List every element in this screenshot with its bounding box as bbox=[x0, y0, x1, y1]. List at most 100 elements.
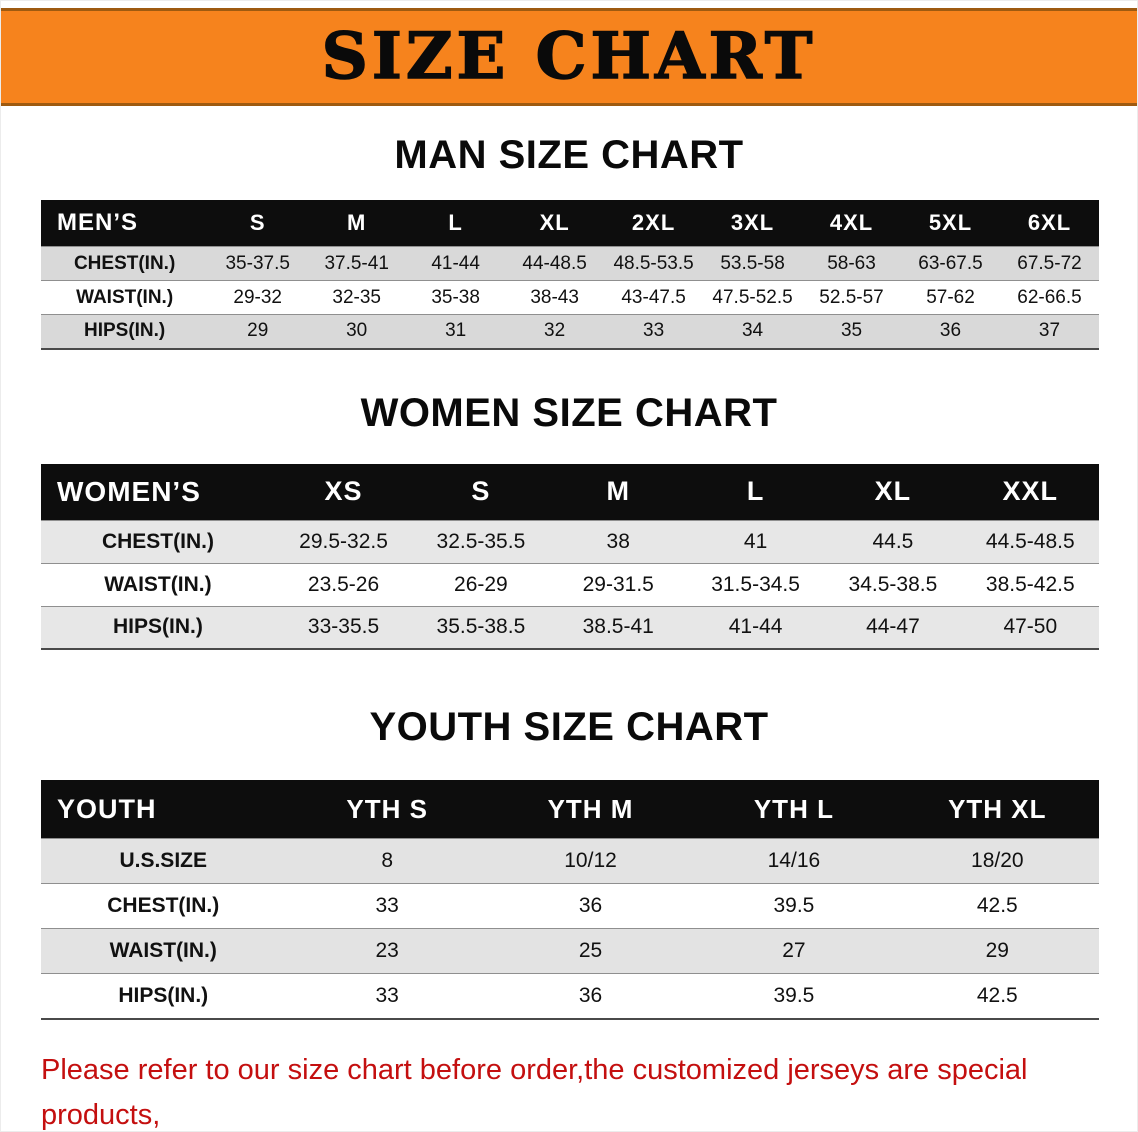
size-value-cell: 25 bbox=[578, 939, 603, 962]
size-column-header: 2XL bbox=[604, 200, 704, 247]
size-value-cell: 29 bbox=[985, 939, 1009, 962]
size-value-cell: 26-29 bbox=[454, 572, 508, 596]
table-row: CHEST(IN.) 33 36 39.5 42.5 bbox=[41, 883, 1099, 929]
size-value-cell: 35.5-38.5 bbox=[436, 615, 526, 639]
row-label: CHEST(IN.) bbox=[73, 252, 176, 274]
size-column-header: YTH XL bbox=[895, 780, 1099, 839]
size-value-cell: 31.5-34.5 bbox=[711, 572, 800, 596]
size-column-header: 5XL bbox=[901, 200, 1000, 247]
size-value-cell: 39.5 bbox=[773, 894, 815, 917]
table-row: HIPS(IN.) 29 30 31 32 33 34 35 36 37 bbox=[41, 314, 1099, 349]
size-value-cell: 33 bbox=[375, 894, 399, 917]
size-value-cell: 8 bbox=[381, 849, 393, 872]
size-column-header: XL bbox=[505, 200, 605, 247]
size-value-cell: 23.5-26 bbox=[307, 572, 380, 596]
size-column-header: L bbox=[406, 200, 506, 247]
table-row: U.S.SIZE 8 10/12 14/16 18/20 bbox=[41, 838, 1099, 884]
header-row: WOMEN’S XS S M L XL XXL bbox=[41, 463, 1099, 520]
size-value-cell: 42.5 bbox=[976, 894, 1018, 917]
size-value-cell: 31 bbox=[445, 320, 467, 342]
size-column-header: XXL bbox=[961, 463, 1099, 520]
size-value-cell: 10/12 bbox=[564, 849, 617, 872]
size-value-cell: 33 bbox=[643, 320, 665, 342]
size-value-cell: 41-44 bbox=[728, 615, 783, 639]
size-value-cell: 29-31.5 bbox=[582, 572, 654, 596]
size-value-cell: 35-37.5 bbox=[225, 252, 290, 274]
size-column-header: 4XL bbox=[802, 200, 902, 247]
size-value-cell: 62-66.5 bbox=[1017, 286, 1082, 308]
size-value-cell: 35 bbox=[840, 320, 863, 342]
size-value-cell: 43-47.5 bbox=[621, 286, 686, 308]
row-label: HIPS(IN.) bbox=[83, 320, 166, 342]
table-header: YOUTH YTH S YTH M YTH L YTH XL bbox=[41, 780, 1099, 839]
header-row: MEN’S S M L XL 2XL 3XL 4XL 5XL 6XL bbox=[41, 200, 1099, 247]
size-value-cell: 37 bbox=[1038, 320, 1061, 342]
size-value-cell: 29 bbox=[247, 320, 269, 342]
table-body: U.S.SIZE 8 10/12 14/16 18/20 CHEST(IN.) 33 36 39… bbox=[41, 838, 1099, 1019]
size-column-header: L bbox=[686, 463, 825, 520]
size-value-cell: 33-35.5 bbox=[307, 615, 380, 639]
table-header: MEN’S S M L XL 2XL 3XL 4XL 5XL 6XL bbox=[41, 200, 1099, 247]
men-section-heading: MAN SIZE CHART bbox=[394, 133, 744, 177]
men-size-chart-section: MAN SIZE CHART MEN’S S M L XL 2XL 3XL 4XL 5XL 6XL… bbox=[1, 132, 1137, 350]
table-category-label: MEN’S bbox=[41, 200, 209, 247]
size-value-cell: 48.5-53.5 bbox=[613, 252, 694, 274]
men-size-table: MEN’S S M L XL 2XL 3XL 4XL 5XL 6XL CHEST(IN.) 35-37… bbox=[41, 200, 1099, 350]
size-value-cell: 63-67.5 bbox=[918, 252, 983, 274]
table-row: CHEST(IN.) 35-37.5 37.5-41 41-44 44-48.5 48.5… bbox=[41, 246, 1099, 281]
size-column-header: M bbox=[307, 200, 407, 247]
table-header: WOMEN’S XS S M L XL XXL bbox=[41, 463, 1099, 520]
size-column-header: S bbox=[208, 200, 308, 247]
row-label: U.S.SIZE bbox=[119, 849, 207, 872]
header-row: YOUTH YTH S YTH M YTH L YTH XL bbox=[41, 780, 1099, 839]
size-column-header: XL bbox=[824, 463, 962, 520]
size-column-header: YTH M bbox=[488, 780, 693, 839]
size-value-cell: 36 bbox=[578, 983, 603, 1007]
size-column-header: S bbox=[412, 463, 550, 520]
size-value-cell: 29.5-32.5 bbox=[299, 529, 388, 553]
size-value-cell: 47-50 bbox=[1003, 615, 1058, 639]
size-value-cell: 38-43 bbox=[530, 286, 579, 308]
size-column-header: XS bbox=[274, 463, 413, 520]
size-value-cell: 58-63 bbox=[827, 252, 876, 274]
size-value-cell: 44.5-48.5 bbox=[985, 529, 1075, 553]
table-row: WAIST(IN.) 29-32 32-35 35-38 38-43 43-47.5 47.… bbox=[41, 280, 1099, 315]
row-label: WAIST(IN.) bbox=[104, 572, 212, 596]
youth-size-chart-section: YOUTH SIZE CHART YOUTH YTH S YTH M YTH L YTH… bbox=[1, 704, 1137, 1020]
table-row: WAIST(IN.) 23 25 27 29 bbox=[41, 928, 1099, 974]
size-value-cell: 36 bbox=[939, 320, 962, 342]
size-value-cell: 32-35 bbox=[332, 286, 381, 308]
size-value-cell: 30 bbox=[346, 320, 368, 342]
size-value-cell: 32.5-35.5 bbox=[436, 529, 526, 553]
size-chart-banner: SIZE CHART bbox=[1, 8, 1137, 106]
table-row: HIPS(IN.) 33 36 39.5 42.5 bbox=[41, 973, 1099, 1019]
size-value-cell: 18/20 bbox=[971, 849, 1024, 872]
size-value-cell: 34 bbox=[741, 320, 764, 342]
row-label: HIPS(IN.) bbox=[118, 983, 209, 1007]
notice-line: Please refer to our size chart before or… bbox=[41, 1053, 1028, 1131]
size-value-cell: 57-62 bbox=[926, 286, 975, 308]
size-value-cell: 34.5-38.5 bbox=[848, 572, 938, 596]
size-value-cell: 53.5-58 bbox=[720, 252, 785, 274]
size-value-cell: 44.5 bbox=[872, 529, 914, 553]
size-value-cell: 67.5-72 bbox=[1017, 252, 1082, 274]
size-column-header: YTH L bbox=[692, 780, 896, 839]
table-body: CHEST(IN.) 29.5-32.5 32.5-35.5 38 41 44.5 44.5… bbox=[41, 520, 1099, 649]
table-body: CHEST(IN.) 35-37.5 37.5-41 41-44 44-48.5 48.5… bbox=[41, 246, 1099, 349]
size-column-header: M bbox=[549, 463, 687, 520]
row-label: CHEST(IN.) bbox=[107, 894, 220, 917]
row-label: HIPS(IN.) bbox=[113, 615, 203, 639]
size-value-cell: 27 bbox=[782, 939, 806, 962]
size-value-cell: 41-44 bbox=[431, 252, 480, 274]
youth-size-table: YOUTH YTH S YTH M YTH L YTH XL U.S.SIZE 8 10/12… bbox=[41, 780, 1099, 1020]
table-row: WAIST(IN.) 23.5-26 26-29 29-31.5 31.5-34.5 34… bbox=[41, 563, 1099, 606]
page-title: SIZE CHART bbox=[321, 19, 817, 94]
size-value-cell: 44-48.5 bbox=[522, 252, 587, 274]
youth-section-heading: YOUTH SIZE CHART bbox=[369, 705, 769, 749]
size-value-cell: 38 bbox=[606, 529, 630, 553]
size-value-cell: 36 bbox=[578, 894, 603, 917]
table-category-label: YOUTH bbox=[41, 780, 286, 839]
women-size-table: WOMEN’S XS S M L XL XXL CHEST(IN.) 29.5-32.5 32.5… bbox=[41, 463, 1099, 650]
row-label: CHEST(IN.) bbox=[101, 529, 214, 553]
women-size-chart-section: WOMEN SIZE CHART WOMEN’S XS S M L XL XXL CHEST(… bbox=[1, 390, 1137, 650]
